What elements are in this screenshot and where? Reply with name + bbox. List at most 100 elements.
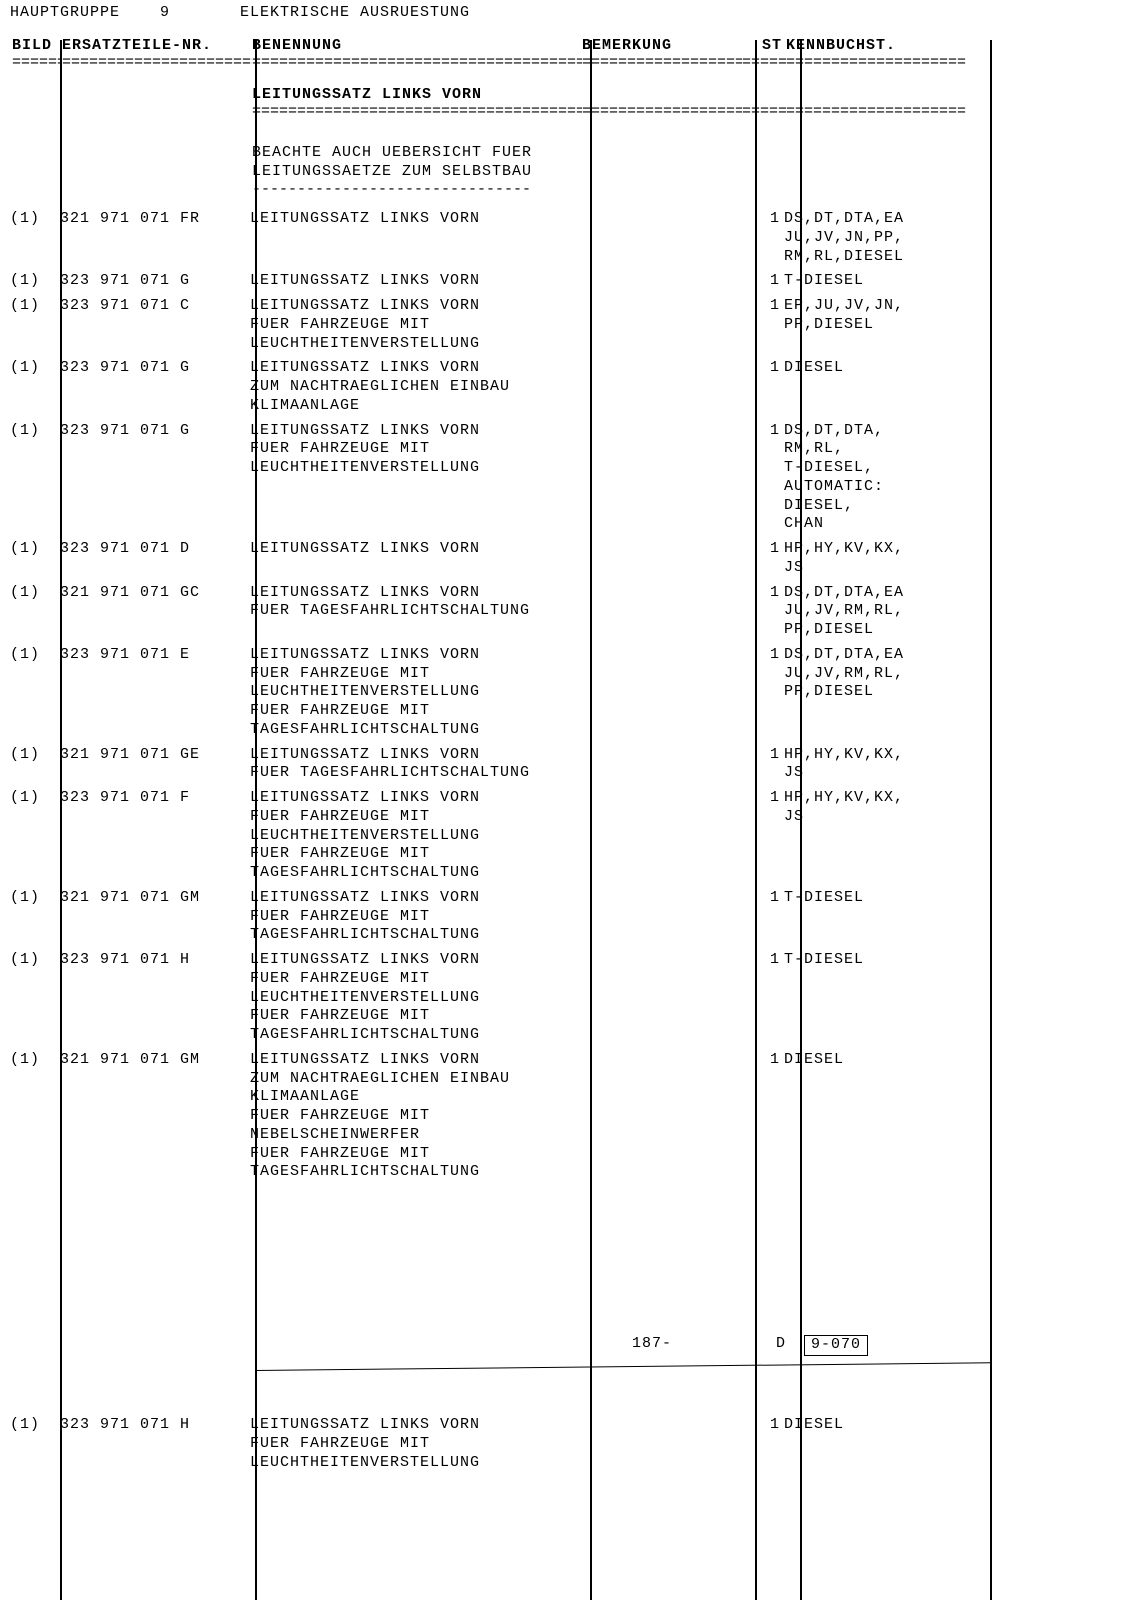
cell-part-nr: 323 971 071 F: [60, 789, 250, 883]
cell-part-nr: 321 971 071 GC: [60, 584, 250, 640]
table-row: (1)323 971 071 GLEITUNGSSATZ LINKS VORN …: [10, 359, 1112, 415]
cell-code: DS,DT,DTA,EA JU,JV,JN,PP, RM,RL,DIESEL: [784, 210, 964, 266]
cell-qty: 1: [740, 359, 784, 415]
cell-qty: 1: [740, 422, 784, 535]
parts-list-page: HAUPTGRUPPE 9 ELEKTRISCHE AUSRUESTUNG BI…: [0, 0, 1122, 1600]
cell-remark: [580, 584, 740, 640]
table-row: (1)323 971 071 GLEITUNGSSATZ LINKS VORN …: [10, 422, 1112, 535]
cell-description: LEITUNGSSATZ LINKS VORN: [250, 540, 580, 578]
cell-part-nr: 323 971 071 G: [60, 359, 250, 415]
footer-rule: [255, 1362, 992, 1371]
cell-qty: 1: [740, 1416, 784, 1472]
cell-code: T-DIESEL: [784, 272, 964, 291]
cell-qty: 1: [740, 889, 784, 945]
hauptgruppe-num: 9: [160, 4, 170, 21]
column-headers: BILD ERSATZTEILE-NR. BENENNUNG BEMERKUNG…: [10, 31, 1112, 56]
cell-bild: (1): [10, 646, 60, 740]
cell-bild: (1): [10, 1416, 60, 1472]
cell-part-nr: 323 971 071 H: [60, 1416, 250, 1472]
col-rule: [255, 40, 257, 1600]
doc-header: HAUPTGRUPPE 9 ELEKTRISCHE AUSRUESTUNG: [10, 4, 1112, 23]
table-row: (1)321 971 071 GMLEITUNGSSATZ LINKS VORN…: [10, 889, 1112, 945]
table-row: (1)321 971 071 FRLEITUNGSSATZ LINKS VORN…: [10, 210, 1112, 266]
cell-part-nr: 323 971 071 D: [60, 540, 250, 578]
footer-code-box: 9-070: [804, 1335, 868, 1356]
table-row: (1)323 971 071 HLEITUNGSSATZ LINKS VORN …: [10, 1416, 1112, 1472]
cell-bild: (1): [10, 422, 60, 535]
cell-description: LEITUNGSSATZ LINKS VORN FUER FAHRZEUGE M…: [250, 1416, 580, 1472]
cell-bild: (1): [10, 789, 60, 883]
parts-rows: (1)321 971 071 FRLEITUNGSSATZ LINKS VORN…: [10, 210, 1112, 1182]
table-row: (1)323 971 071 CLEITUNGSSATZ LINKS VORN …: [10, 297, 1112, 353]
cell-description: LEITUNGSSATZ LINKS VORN FUER TAGESFAHRLI…: [250, 746, 580, 784]
page-footer: 187- D 9-070: [0, 1335, 1122, 1356]
cell-description: LEITUNGSSATZ LINKS VORN: [250, 210, 580, 266]
cell-qty: 1: [740, 789, 784, 883]
cell-part-nr: 321 971 071 GE: [60, 746, 250, 784]
cell-part-nr: 323 971 071 C: [60, 297, 250, 353]
cell-code: DIESEL: [784, 359, 964, 415]
cell-description: LEITUNGSSATZ LINKS VORN FUER FAHRZEUGE M…: [250, 646, 580, 740]
cell-remark: [580, 540, 740, 578]
col-rule: [60, 40, 62, 1600]
cell-description: LEITUNGSSATZ LINKS VORN FUER FAHRZEUGE M…: [250, 297, 580, 353]
cell-qty: 1: [740, 746, 784, 784]
cell-code: DIESEL: [784, 1416, 964, 1472]
cell-qty: 1: [740, 272, 784, 291]
cell-remark: [580, 1416, 740, 1472]
cell-remark: [580, 272, 740, 291]
cell-bild: (1): [10, 210, 60, 266]
cell-description: LEITUNGSSATZ LINKS VORN FUER FAHRZEUGE M…: [250, 951, 580, 1045]
cell-bild: (1): [10, 359, 60, 415]
cell-description: LEITUNGSSATZ LINKS VORN FUER FAHRZEUGE M…: [250, 889, 580, 945]
cell-part-nr: 321 971 071 GM: [60, 1051, 250, 1182]
cell-code: EP,JU,JV,JN, PP,DIESEL: [784, 297, 964, 353]
table-row: (1)321 971 071 GMLEITUNGSSATZ LINKS VORN…: [10, 1051, 1112, 1182]
cell-bild: (1): [10, 297, 60, 353]
cell-code: HP,HY,KV,KX, JS: [784, 789, 964, 883]
cell-code: HP,HY,KV,KX, JS: [784, 746, 964, 784]
table-row: (1)321 971 071 GCLEITUNGSSATZ LINKS VORN…: [10, 584, 1112, 640]
header-divider: ========================================…: [10, 54, 1112, 73]
cell-code: T-DIESEL: [784, 951, 964, 1045]
cell-qty: 1: [740, 646, 784, 740]
cell-description: LEITUNGSSATZ LINKS VORN FUER TAGESFAHRLI…: [250, 584, 580, 640]
cell-bild: (1): [10, 584, 60, 640]
cell-remark: [580, 951, 740, 1045]
cell-bild: (1): [10, 889, 60, 945]
section-note-dashes: -------------------------------: [10, 181, 1112, 200]
cell-qty: 1: [740, 540, 784, 578]
cell-qty: 1: [740, 1051, 784, 1182]
cell-part-nr: 323 971 071 G: [60, 272, 250, 291]
page-number: 187-: [572, 1335, 732, 1356]
table-row: (1)323 971 071 HLEITUNGSSATZ LINKS VORN …: [10, 951, 1112, 1045]
table-row: (1)323 971 071 DLEITUNGSSATZ LINKS VORN1…: [10, 540, 1112, 578]
cell-bild: (1): [10, 746, 60, 784]
cell-bild: (1): [10, 951, 60, 1045]
cell-part-nr: 323 971 071 G: [60, 422, 250, 535]
cell-remark: [580, 646, 740, 740]
cell-qty: 1: [740, 584, 784, 640]
hauptgruppe-label: HAUPTGRUPPE: [10, 4, 120, 21]
cell-description: LEITUNGSSATZ LINKS VORN: [250, 272, 580, 291]
cell-description: LEITUNGSSATZ LINKS VORN ZUM NACHTRAEGLIC…: [250, 359, 580, 415]
table-row: (1)321 971 071 GELEITUNGSSATZ LINKS VORN…: [10, 746, 1112, 784]
cell-remark: [580, 359, 740, 415]
table-row: (1)323 971 071 ELEITUNGSSATZ LINKS VORN …: [10, 646, 1112, 740]
cell-part-nr: 323 971 071 H: [60, 951, 250, 1045]
cell-bild: (1): [10, 272, 60, 291]
cell-remark: [580, 746, 740, 784]
col-rule: [755, 40, 757, 1600]
section-note-text: BEACHTE AUCH UEBERSICHT FUER LEITUNGSSAE…: [252, 144, 582, 182]
cell-bild: (1): [10, 1051, 60, 1182]
parts-rows-continued: (1)323 971 071 HLEITUNGSSATZ LINKS VORN …: [10, 1410, 1112, 1472]
cell-part-nr: 321 971 071 GM: [60, 889, 250, 945]
cell-code: DS,DT,DTA,EA JU,JV,RM,RL, PP,DIESEL: [784, 646, 964, 740]
cell-qty: 1: [740, 210, 784, 266]
footer-code-prefix: D: [776, 1335, 786, 1356]
cell-remark: [580, 422, 740, 535]
col-rule: [800, 40, 802, 1600]
cell-qty: 1: [740, 951, 784, 1045]
col-rule: [990, 40, 992, 1600]
cell-remark: [580, 1051, 740, 1182]
